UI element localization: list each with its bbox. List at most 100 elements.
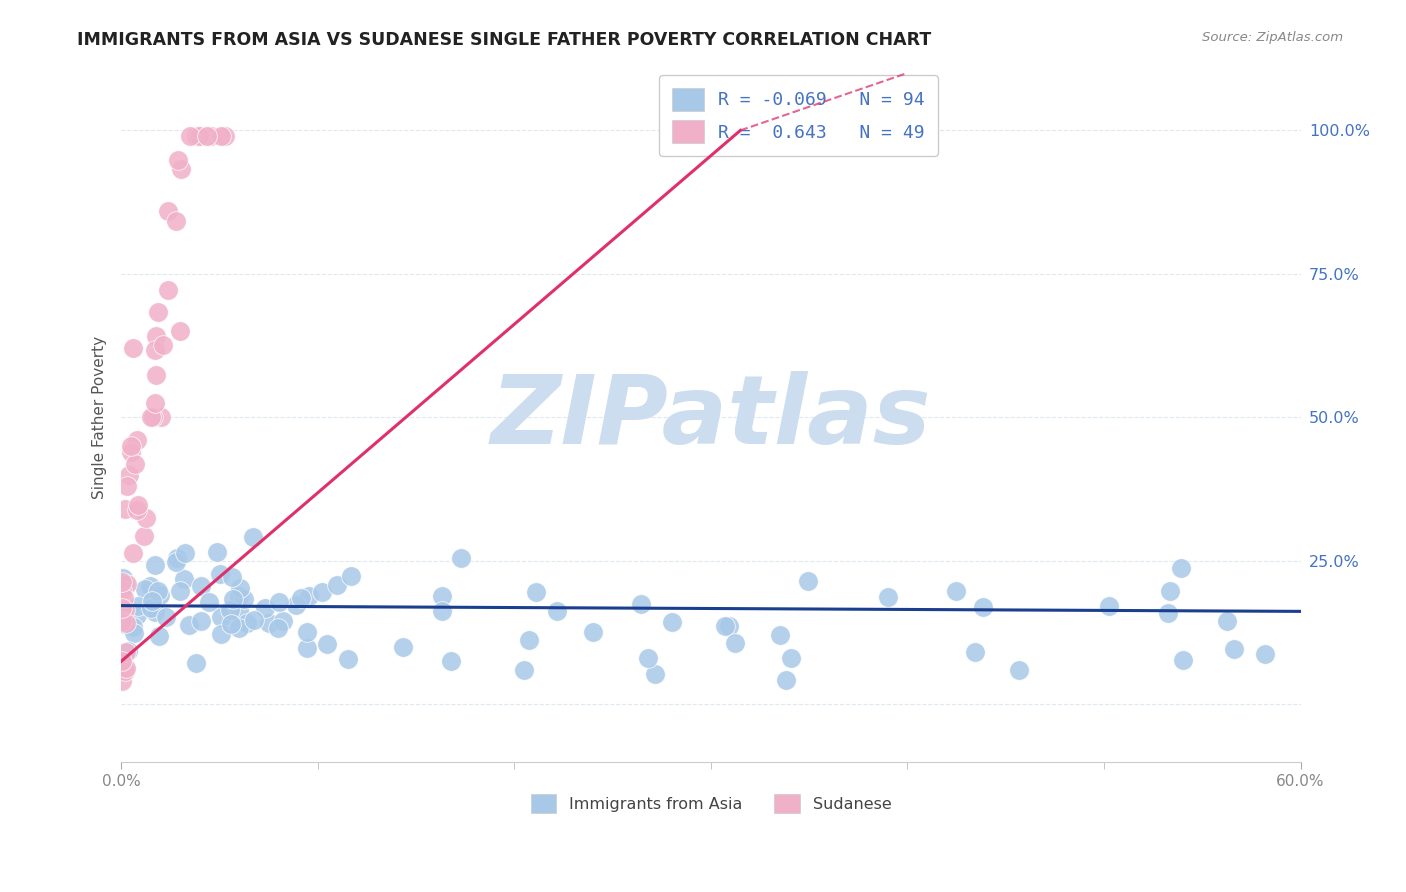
Point bbox=[209, 609, 232, 624]
Text: IMMIGRANTS FROM ASIA VS SUDANESE SINGLE FATHER POVERTY CORRELATION CHART: IMMIGRANTS FROM ASIA VS SUDANESE SINGLE … bbox=[77, 31, 932, 49]
Point bbox=[205, 545, 228, 559]
Point bbox=[114, 645, 136, 659]
Point bbox=[125, 434, 148, 448]
Point bbox=[111, 574, 134, 589]
Point bbox=[190, 129, 212, 144]
Point bbox=[253, 600, 276, 615]
Point bbox=[188, 129, 211, 144]
Point bbox=[513, 663, 536, 677]
Point bbox=[179, 129, 201, 144]
Point bbox=[112, 571, 135, 585]
Point bbox=[267, 621, 290, 635]
Point bbox=[143, 558, 166, 573]
Point bbox=[139, 409, 162, 424]
Point bbox=[122, 545, 145, 559]
Point bbox=[115, 479, 138, 493]
Point bbox=[200, 129, 222, 144]
Point bbox=[141, 594, 163, 608]
Point bbox=[173, 572, 195, 586]
Point bbox=[450, 551, 472, 566]
Point bbox=[714, 619, 737, 633]
Point bbox=[257, 616, 280, 631]
Point bbox=[190, 614, 212, 628]
Point bbox=[972, 600, 994, 615]
Point bbox=[111, 674, 134, 689]
Point bbox=[1098, 599, 1121, 614]
Point bbox=[111, 600, 134, 615]
Point bbox=[165, 555, 187, 569]
Point bbox=[190, 579, 212, 593]
Point bbox=[316, 637, 339, 651]
Point bbox=[122, 620, 145, 634]
Point bbox=[157, 283, 180, 297]
Point bbox=[122, 626, 145, 640]
Point bbox=[179, 618, 201, 632]
Point bbox=[724, 636, 747, 650]
Point bbox=[169, 584, 191, 599]
Point bbox=[269, 595, 291, 609]
Point bbox=[326, 578, 349, 592]
Point bbox=[166, 551, 188, 566]
Point bbox=[582, 624, 605, 639]
Point bbox=[219, 603, 242, 617]
Point bbox=[111, 655, 134, 669]
Point bbox=[135, 511, 157, 525]
Point bbox=[298, 589, 321, 603]
Point bbox=[271, 614, 294, 628]
Point bbox=[184, 657, 207, 671]
Point bbox=[1157, 606, 1180, 620]
Point bbox=[644, 666, 666, 681]
Point bbox=[114, 664, 136, 678]
Point bbox=[517, 632, 540, 647]
Point bbox=[221, 570, 243, 584]
Point bbox=[149, 410, 172, 425]
Point bbox=[228, 621, 250, 635]
Point bbox=[219, 617, 242, 632]
Point bbox=[779, 651, 801, 665]
Point bbox=[127, 503, 149, 517]
Point bbox=[114, 605, 136, 619]
Point bbox=[209, 129, 232, 144]
Point bbox=[145, 329, 167, 343]
Text: ZIPatlas: ZIPatlas bbox=[491, 371, 931, 464]
Point bbox=[114, 603, 136, 617]
Point bbox=[1253, 647, 1275, 661]
Point bbox=[146, 584, 169, 599]
Point bbox=[117, 644, 139, 658]
Point bbox=[184, 129, 207, 144]
Point bbox=[233, 591, 256, 606]
Point bbox=[432, 604, 454, 618]
Point bbox=[120, 439, 142, 453]
Point bbox=[717, 619, 740, 633]
Point bbox=[236, 615, 259, 630]
Point bbox=[432, 589, 454, 603]
Point bbox=[228, 603, 250, 617]
Point bbox=[145, 368, 167, 382]
Point bbox=[125, 608, 148, 623]
Point bbox=[170, 161, 193, 176]
Point bbox=[546, 604, 568, 618]
Point bbox=[134, 582, 156, 596]
Point bbox=[115, 577, 138, 591]
Point bbox=[165, 214, 187, 228]
Point bbox=[440, 654, 463, 668]
Y-axis label: Single Father Poverty: Single Father Poverty bbox=[93, 335, 107, 499]
Point bbox=[115, 661, 138, 675]
Point bbox=[134, 529, 156, 543]
Point bbox=[285, 598, 308, 612]
Point bbox=[127, 599, 149, 614]
Point bbox=[111, 614, 134, 628]
Point bbox=[195, 129, 218, 144]
Point bbox=[149, 588, 172, 602]
Point bbox=[1223, 642, 1246, 657]
Point bbox=[138, 578, 160, 592]
Point bbox=[1216, 614, 1239, 628]
Point bbox=[148, 628, 170, 642]
Point bbox=[295, 624, 318, 639]
Point bbox=[524, 584, 547, 599]
Point bbox=[157, 203, 180, 218]
Point bbox=[637, 651, 659, 665]
Point bbox=[229, 581, 252, 595]
Point bbox=[124, 458, 146, 472]
Point bbox=[152, 338, 174, 352]
